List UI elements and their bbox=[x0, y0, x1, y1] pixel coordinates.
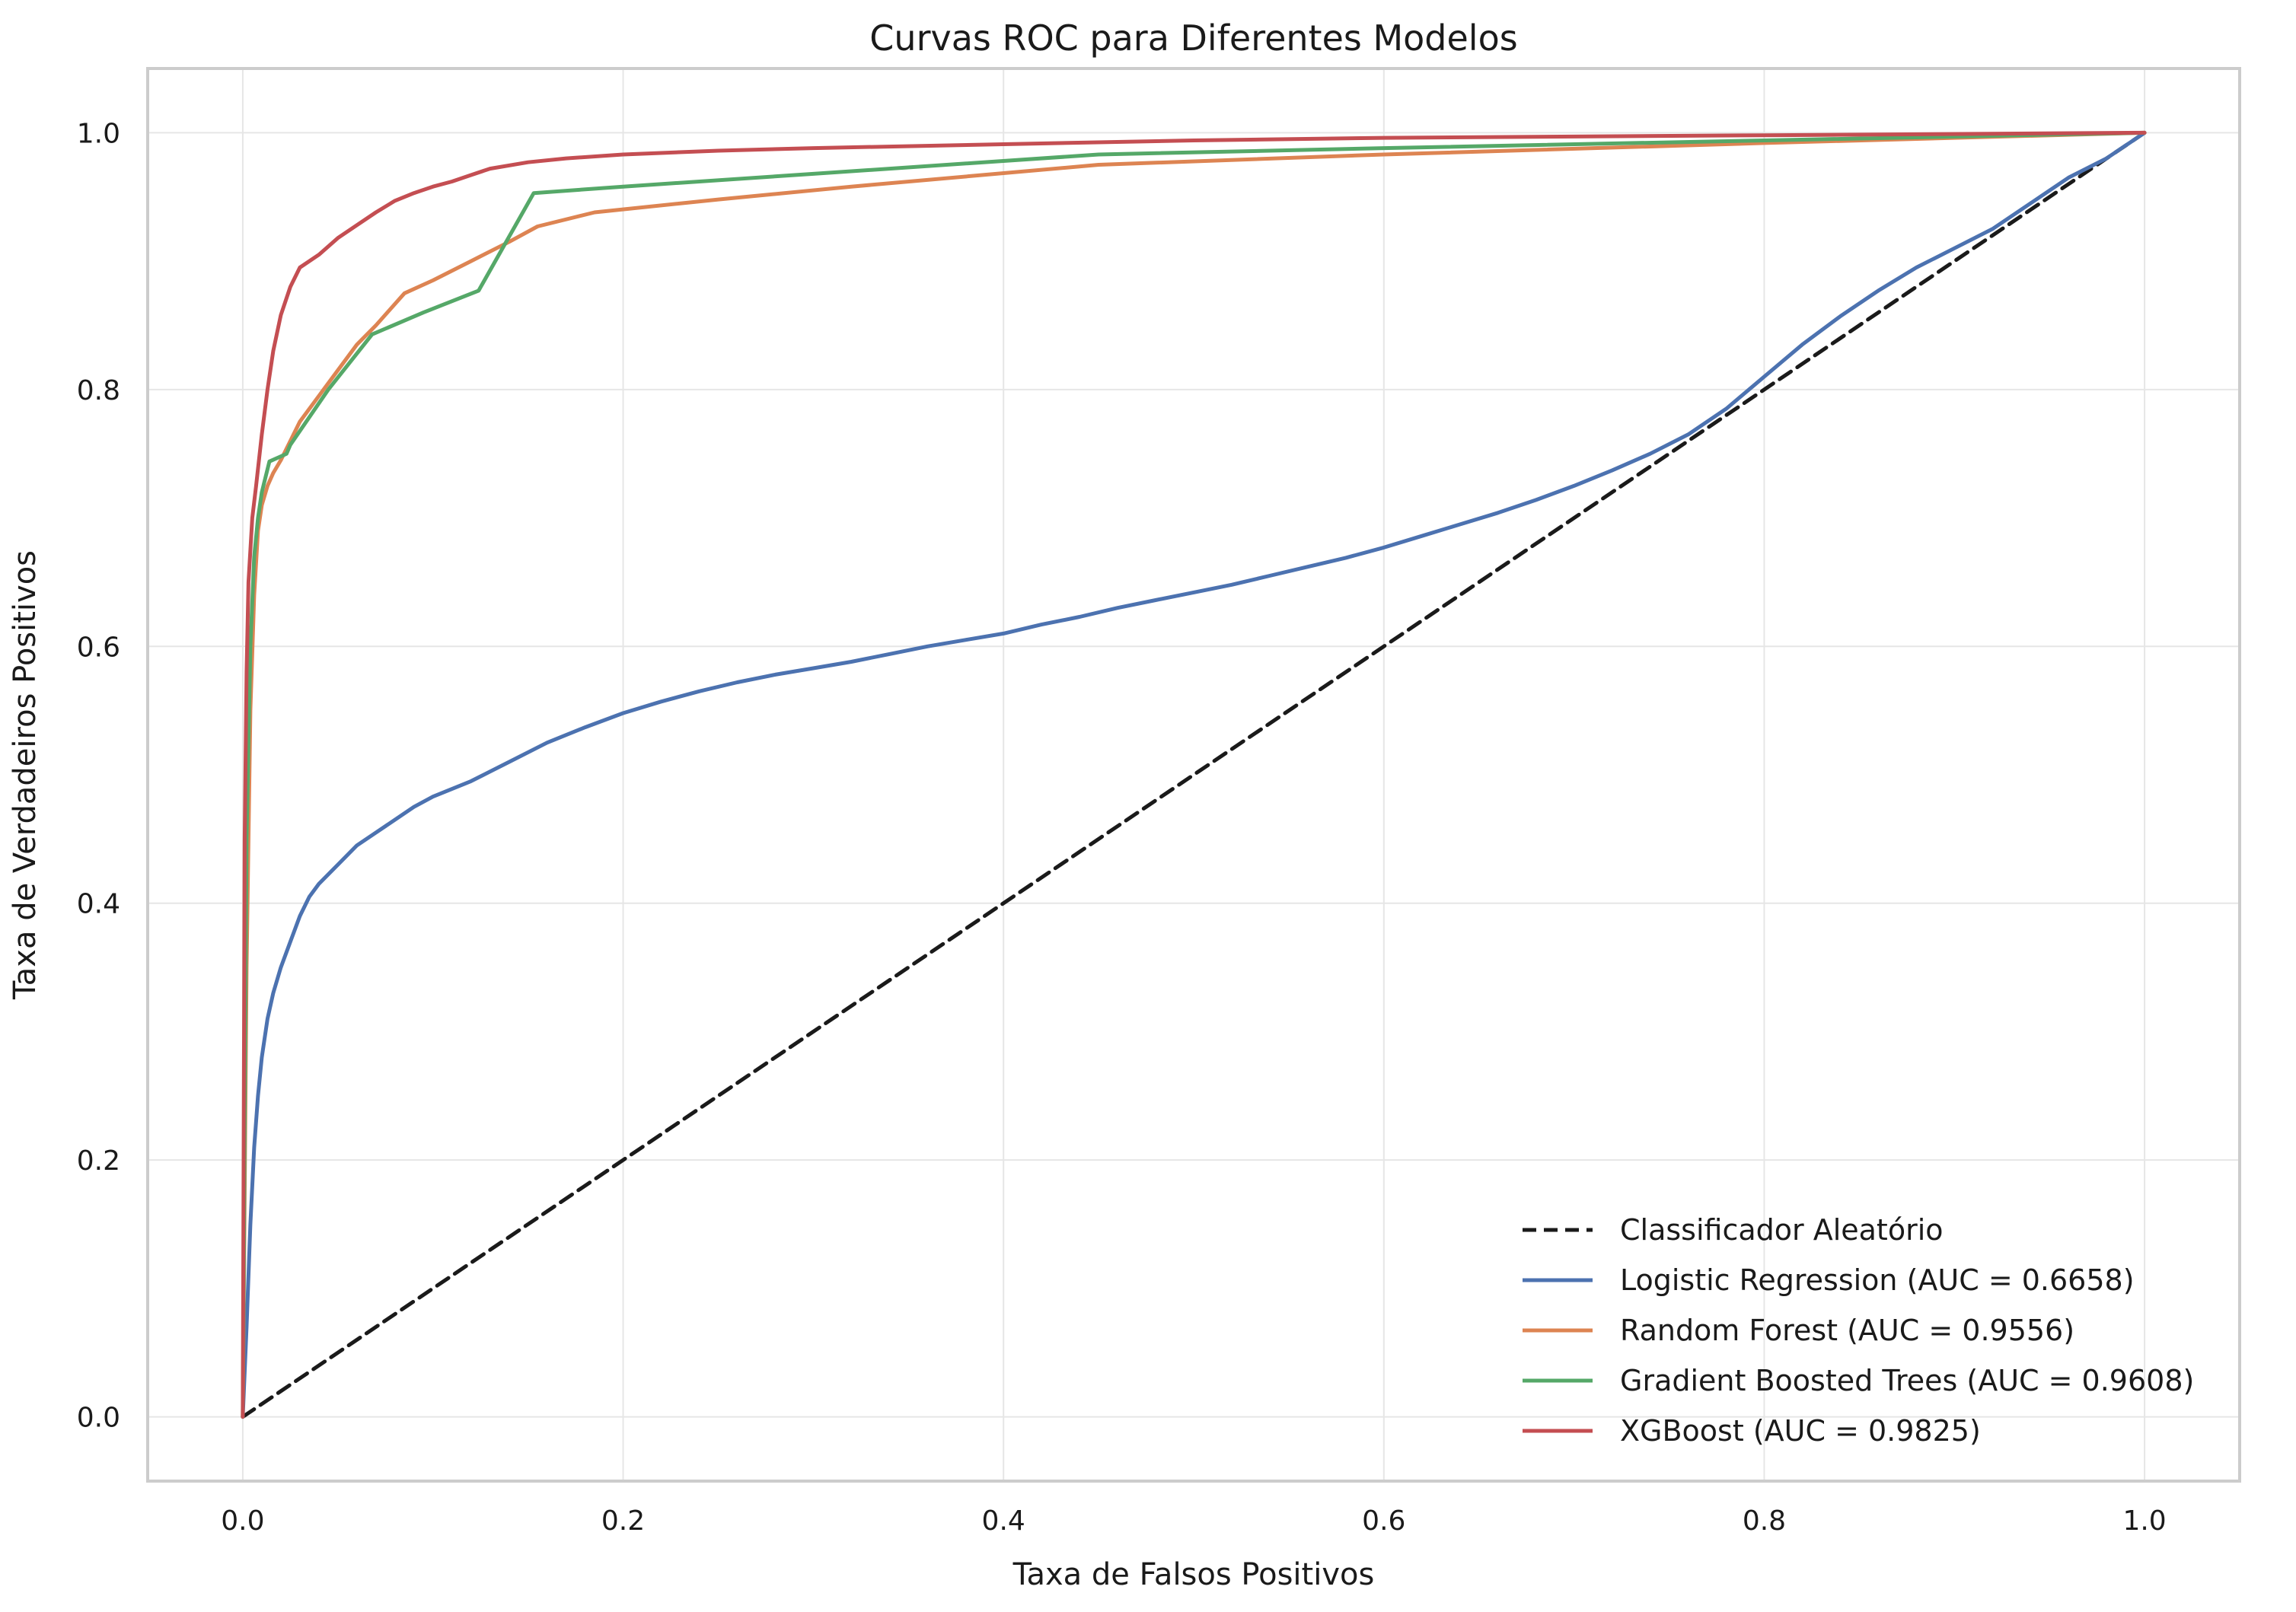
legend-label-3: Gradient Boosted Trees (AUC = 0.9608) bbox=[1620, 1364, 2194, 1397]
series-line-0 bbox=[241, 130, 2147, 1419]
legend-label-0: Classificador Aleatório bbox=[1620, 1213, 1944, 1247]
y-tick-label: 0.8 bbox=[77, 375, 120, 406]
tick-layer: 0.0 0.2 0.4 0.6 0.8 1.0 0.0 0.2 0.4 0.6 0.8 1.0 bbox=[77, 118, 2167, 1537]
chart-title: Curvas ROC para Diferentes Modelos bbox=[869, 18, 1517, 59]
x-tick-label: 0.8 bbox=[1743, 1505, 1786, 1537]
y-axis-label: Taxa de Verdadeiros Positivos bbox=[8, 550, 43, 1000]
legend-label-2: Random Forest (AUC = 0.9556) bbox=[1620, 1314, 2074, 1347]
x-tick-label: 0.2 bbox=[601, 1505, 645, 1537]
x-tick-label: 0.6 bbox=[1362, 1505, 1405, 1537]
y-tick-label: 0.6 bbox=[77, 632, 120, 663]
y-tick-label: 0.2 bbox=[77, 1145, 120, 1177]
legend-label-1: Logistic Regression (AUC = 0.6658) bbox=[1620, 1263, 2135, 1297]
x-tick-label: 0.0 bbox=[221, 1505, 264, 1537]
series-line-3 bbox=[241, 130, 2147, 1419]
x-tick-label: 1.0 bbox=[2122, 1505, 2166, 1537]
series-layer bbox=[241, 130, 2147, 1419]
series-line-4 bbox=[241, 130, 2147, 1419]
y-tick-label: 1.0 bbox=[77, 118, 120, 149]
plot-frame bbox=[146, 67, 2241, 1483]
legend: Classificador Aleatório Logistic Regressi… bbox=[1523, 1213, 2194, 1448]
x-tick-label: 0.4 bbox=[982, 1505, 1025, 1537]
legend-label-4: XGBoost (AUC = 0.9825) bbox=[1620, 1414, 1981, 1448]
series-line-1 bbox=[241, 130, 2147, 1419]
grid-layer bbox=[148, 68, 2240, 1481]
y-tick-label: 0.0 bbox=[77, 1403, 120, 1434]
y-tick-label: 0.4 bbox=[77, 889, 120, 920]
x-axis-label: Taxa de Falsos Positivos bbox=[1012, 1557, 1375, 1592]
